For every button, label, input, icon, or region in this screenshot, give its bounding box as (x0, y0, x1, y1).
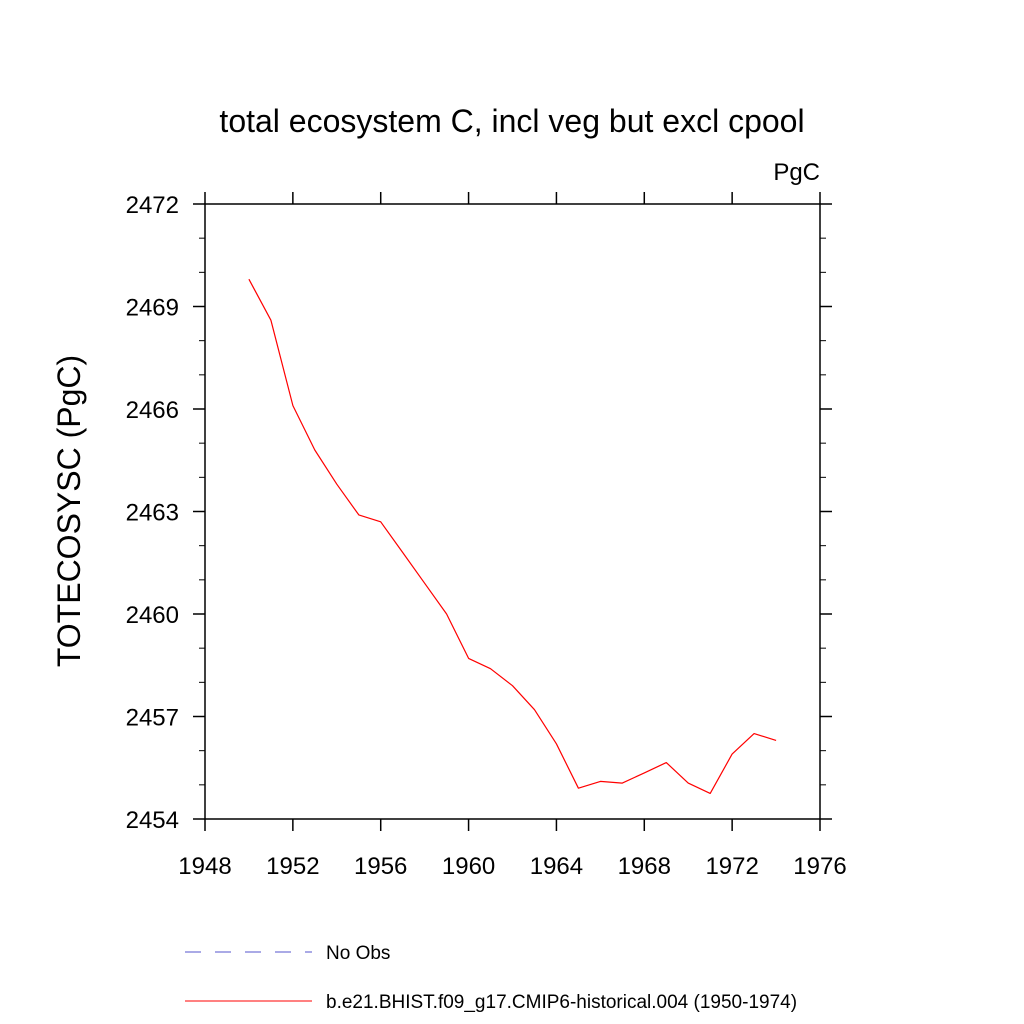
x-tick-label: 1952 (266, 853, 319, 880)
x-tick-label: 1956 (354, 853, 407, 880)
y-tick-label: 2472 (126, 192, 179, 219)
y-tick-label: 2466 (126, 397, 179, 424)
plot-frame (204, 203, 821, 820)
legend-label: No Obs (326, 943, 390, 964)
axis-ticks (193, 192, 832, 831)
legend-label: b.e21.BHIST.f09_g17.CMIP6-historical.004… (326, 992, 797, 1013)
x-tick-label: 1968 (618, 853, 671, 880)
y-tick-label: 2457 (126, 705, 179, 732)
x-tick-label: 1960 (442, 853, 495, 880)
axis-tick-labels: 1948 1952 1956 1960 1964 1968 1972 1976 2454 2457… (126, 192, 847, 880)
x-tick-label: 1972 (705, 853, 758, 880)
x-tick-label: 1976 (793, 853, 846, 880)
y-axis-label: TOTECOSYSC (PgC) (51, 355, 87, 667)
plot-lines (248, 278, 777, 795)
series-line (248, 278, 777, 795)
units-label: PgC (773, 159, 820, 186)
chart-title: total ecosystem C, incl veg but excl cpo… (219, 103, 804, 139)
y-tick-label: 2469 (126, 295, 179, 322)
x-tick-label: 1948 (178, 853, 231, 880)
y-tick-label: 2460 (126, 602, 179, 629)
y-tick-label: 2463 (126, 500, 179, 527)
legend: No Obs b.e21.BHIST.f09_g17.CMIP6-historic… (185, 943, 797, 1013)
x-tick-label: 1964 (530, 853, 583, 880)
y-tick-label: 2454 (126, 807, 179, 834)
